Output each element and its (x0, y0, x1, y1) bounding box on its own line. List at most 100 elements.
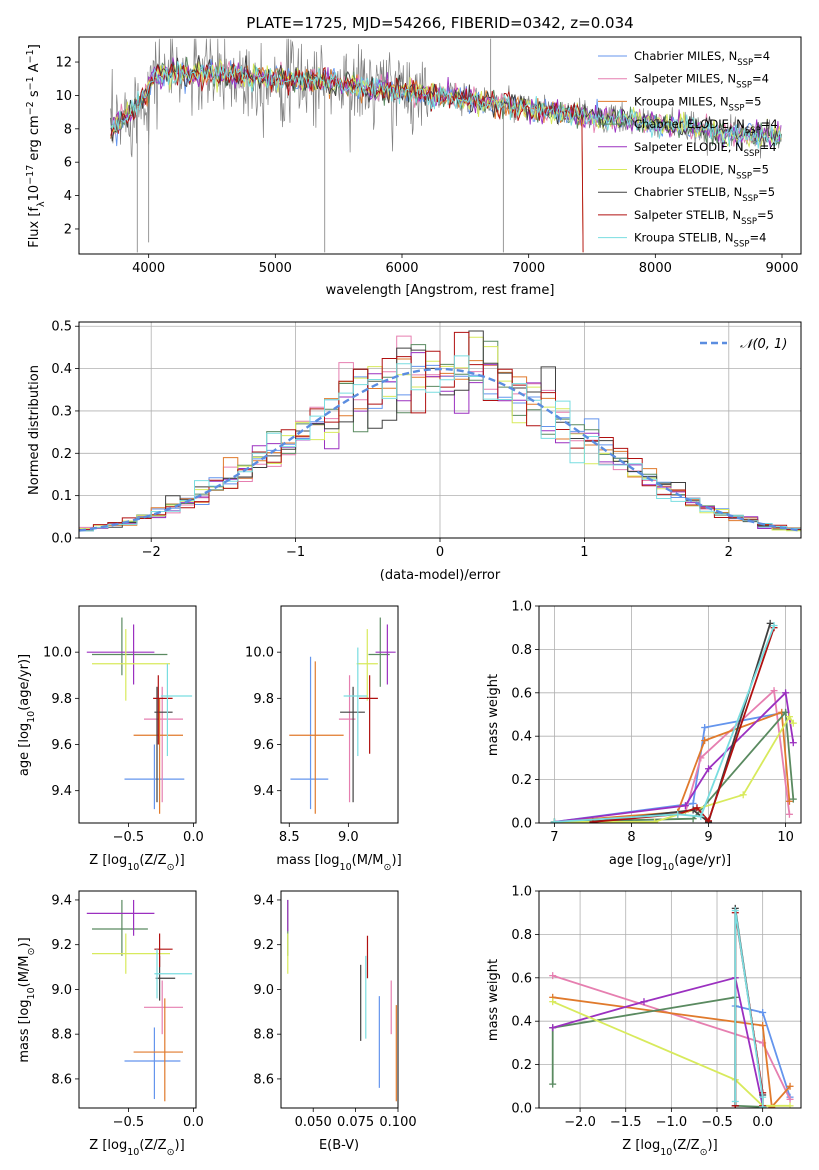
age-vs-mass-x-axis-label-part: )] (392, 853, 402, 868)
x-tick-label: 6000 (385, 261, 418, 276)
x-tick-label: 1 (580, 545, 588, 560)
spectrum: 4000 5000 6000 7000 8000 900024681012waveleng… (25, 37, 802, 298)
mass-weight-line (553, 978, 763, 1106)
x-tick-label: −0.5 (113, 830, 145, 845)
spectrum-legend: Chabrier MILES, NSSP=4 Salpeter MILES, NS… (598, 49, 778, 250)
mass-weight-vs-Z-x-axis-label-part: ⊙ (700, 1147, 708, 1158)
x-tick-label: 9 (704, 830, 712, 845)
age-vs-mass-x-axis-label-part: (M/M (352, 853, 384, 868)
x-tick-label: −2 (142, 545, 161, 560)
legend-sub: SSP (734, 240, 750, 250)
legend-entry: Chabrier MILES, NSSP=4 (634, 49, 770, 68)
legend-entry: Salpeter MILES, NSSP=4 (634, 72, 769, 91)
mass-vs-ebv-plot-area (288, 900, 397, 1101)
mass-weight-vs-Z-y-axis-label: mass weight (486, 959, 501, 1041)
age-vs-Z-x-axis-label-part: (Z/Z (139, 853, 166, 868)
age-vs-Z-frame (79, 606, 196, 823)
legend-entry: Kroupa ELODIE, NSSP=5 (634, 163, 769, 182)
age-vs-Z-y-axis-label-part: age [log (17, 723, 32, 776)
age-vs-Z-plot-area (87, 618, 192, 814)
y-tick-label: 0.4 (511, 730, 532, 745)
y-tick-label: 10.0 (245, 646, 274, 661)
age-vs-Z: −0.5 0.09.49.69.810.0Z [log10(Z/Z⊙)]age [… (17, 606, 204, 873)
x-tick-label: 7 (550, 830, 558, 845)
legend-sub: SSP (737, 58, 753, 68)
legend-name: Kroupa MILES, N (634, 94, 729, 108)
legend-value: =4 (760, 140, 777, 154)
mass-vs-Z-frame (79, 891, 196, 1108)
legend-value: =5 (744, 94, 761, 108)
y-tick-label: 0.2 (511, 1058, 532, 1073)
x-tick-label: 0.100 (379, 1115, 416, 1130)
mass-weight-line (554, 712, 785, 822)
mass-vs-Z-x-axis-label-part: Z [log (89, 1138, 127, 1153)
mass-vs-Z-x-axis-label-part: )] (175, 1138, 185, 1153)
figure: PLATE=1725, MJD=54266, FIBERID=0342, z=0… (0, 0, 819, 1170)
x-tick-label: 7000 (512, 261, 545, 276)
legend-sub: SSP (742, 194, 758, 204)
mass-vs-ebv: 0.050 0.075 0.100 8.6 8.8 9.0 9.2 9.4 E(B-V) (253, 891, 416, 1153)
spectrum-y-axis-label: Flux [fλ10−17 erg cm−2 s−1 A−1] (25, 44, 47, 248)
age-vs-mass-x-axis-label-part: ⊙ (384, 862, 392, 873)
y-label-part: s (27, 90, 42, 101)
legend-sub: SSP (736, 172, 752, 182)
mass-vs-Z-x-axis-label-part: 10 (127, 1147, 139, 1158)
mass-weight-vs-age: 7 8 9 100.00.20.40.60.81.0age [log10(age/yr… (486, 600, 801, 873)
y-tick-label: 0.8 (511, 928, 532, 943)
x-tick-label: 0.050 (295, 1115, 332, 1130)
legend-value: =4 (761, 117, 778, 131)
x-tick-label: −0.5 (113, 1115, 145, 1130)
y-tick-label: 8.6 (51, 1072, 72, 1087)
residuals: −2 −1 0 1 2 0.0 0.1 0.2 0.3 0.4 0.5 𝒩(0, 1) (data-mo… (27, 320, 801, 583)
x-tick-label: 8000 (639, 261, 672, 276)
y-tick-label: 9.4 (253, 784, 274, 799)
legend-sub: SSP (744, 149, 760, 159)
legend-value: =5 (757, 208, 774, 222)
mass-weight-line (735, 911, 762, 1107)
y-tick-label: 6 (64, 156, 72, 171)
y-tick-label: 10.0 (43, 646, 72, 661)
age-vs-Z-x-axis-label: Z [log10(Z/Z⊙)] (89, 853, 184, 873)
y-tick-label: 4 (64, 189, 72, 204)
y-tick-label: 0.0 (511, 1102, 532, 1117)
mass-vs-ebv-x-axis-label: E(B-V) (319, 1138, 359, 1153)
mass-weight-line (554, 691, 789, 822)
legend-sub: SSP (729, 103, 745, 113)
age-vs-Z-x-axis-label-part: ⊙ (167, 862, 175, 873)
x-tick-label: −1 (286, 545, 305, 560)
legend-value: =4 (749, 231, 766, 245)
y-tick-label: 0.0 (511, 817, 532, 832)
mass-vs-Z-x-axis-label-part: (Z/Z (139, 1138, 166, 1153)
mass-weight-vs-Z-x-axis-label-part: )] (708, 1138, 718, 1153)
mass-vs-Z-y-axis-label-part: mass [log (17, 999, 32, 1062)
legend-sub: SSP (745, 126, 761, 136)
x-tick-label: 0 (436, 545, 444, 560)
y-tick-label: 0.5 (51, 320, 72, 335)
x-tick-label: 5000 (259, 261, 292, 276)
y-tick-label: 0.3 (51, 404, 72, 419)
x-tick-label: 0.0 (752, 1115, 773, 1130)
y-tick-label: 8.6 (253, 1072, 274, 1087)
y-tick-label: 0.6 (511, 686, 532, 701)
mass-weight-vs-age-x-axis-label: age [log10(age/yr)] (609, 853, 731, 873)
age-vs-mass-x-axis-label-part: 10 (340, 862, 352, 873)
age-vs-Z-y-axis-label-part: (age/yr)] (17, 654, 32, 711)
y-label-part: −2 (25, 101, 36, 115)
y-tick-label: 10 (55, 89, 72, 104)
y-tick-label: 0.2 (51, 447, 72, 462)
y-tick-label: 9.2 (51, 938, 72, 953)
mass-weight-vs-age-x-axis-label-part: age [log (609, 853, 662, 868)
mass-vs-Z-y-axis-label-part: )] (17, 937, 32, 947)
y-label-part: −17 (25, 165, 36, 185)
x-tick-label: −1.5 (610, 1115, 642, 1130)
y-tick-label: 9.8 (51, 692, 72, 707)
y-tick-label: 0.1 (51, 489, 72, 504)
mass-vs-Z-y-axis-label-part: (M/M (17, 955, 32, 987)
x-tick-label: 9000 (765, 261, 798, 276)
mass-weight-vs-Z-x-axis-label: Z [log10(Z/Z⊙)] (622, 1138, 717, 1158)
mass-weight-vs-Z: −2.0 −1.5 −1.0 −0.5 0.0 0.0 0.2 0.4 0.6 0.8 1.0 Z [… (486, 885, 801, 1158)
mass-weight-vs-Z-x-axis-label-part: 10 (660, 1147, 672, 1158)
y-tick-label: 9.8 (253, 692, 274, 707)
age-vs-Z-x-axis-label-part: 10 (127, 862, 139, 873)
residuals-x-axis-label: (data-model)/error (380, 568, 501, 583)
